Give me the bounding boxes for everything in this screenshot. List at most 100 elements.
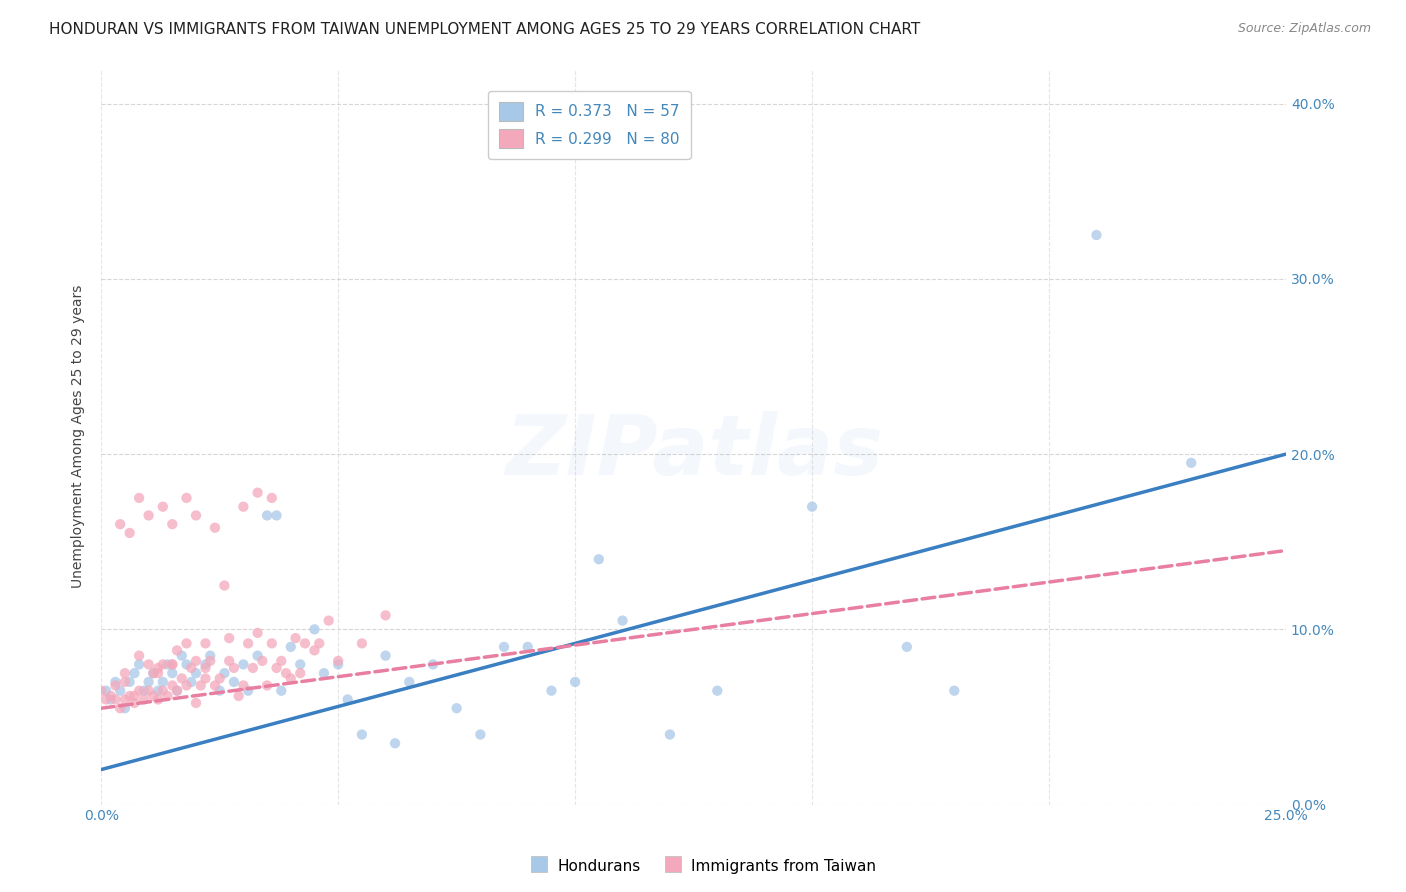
Point [284, 631, 307, 645]
Text: ZIPatlas: ZIPatlas [505, 411, 883, 491]
Point [256, 678, 278, 692]
Point [194, 661, 217, 675]
Point [170, 672, 193, 686]
Point [184, 696, 207, 710]
Point [118, 675, 141, 690]
Point [260, 491, 283, 505]
Point [104, 678, 127, 692]
Point [138, 683, 160, 698]
Point [118, 525, 141, 540]
Point [114, 675, 136, 690]
Point [242, 661, 264, 675]
Point [208, 683, 231, 698]
Point [564, 675, 586, 690]
Text: Source: ZipAtlas.com: Source: ZipAtlas.com [1237, 22, 1371, 36]
Point [194, 636, 217, 650]
Point [146, 683, 169, 698]
Text: HONDURAN VS IMMIGRANTS FROM TAIWAN UNEMPLOYMENT AMONG AGES 25 TO 29 YEARS CORREL: HONDURAN VS IMMIGRANTS FROM TAIWAN UNEMP… [49, 22, 921, 37]
Point [236, 683, 259, 698]
Point [204, 678, 226, 692]
Point [222, 661, 245, 675]
Point [200, 648, 222, 663]
Point [146, 692, 169, 706]
Point [228, 689, 250, 703]
Point [492, 640, 515, 654]
Point [280, 640, 302, 654]
Point [108, 517, 131, 532]
Point [166, 683, 188, 698]
Point [706, 683, 728, 698]
Point [290, 657, 312, 672]
Point [114, 701, 136, 715]
Point [138, 508, 160, 523]
Point [184, 666, 207, 681]
Point [176, 491, 198, 505]
Point [124, 666, 146, 681]
Point [162, 657, 184, 672]
Point [104, 675, 127, 690]
Point [128, 491, 150, 505]
Point [176, 657, 198, 672]
Point [280, 672, 302, 686]
Point [118, 689, 141, 703]
Point [252, 654, 274, 668]
Point [328, 657, 350, 672]
Point [156, 657, 179, 672]
Point [146, 666, 169, 681]
Legend: R = 0.373   N = 57, R = 0.299   N = 80: R = 0.373 N = 57, R = 0.299 N = 80 [488, 91, 690, 159]
Point [184, 654, 207, 668]
Point [170, 648, 193, 663]
Point [166, 683, 188, 698]
Point [336, 692, 359, 706]
Point [801, 500, 824, 514]
Point [152, 500, 174, 514]
Point [318, 614, 340, 628]
Point [398, 675, 420, 690]
Point [374, 608, 396, 623]
Point [270, 654, 292, 668]
Point [374, 648, 396, 663]
Point [162, 678, 184, 692]
Point [943, 683, 966, 698]
Point [308, 636, 330, 650]
Point [260, 636, 283, 650]
Point [142, 689, 165, 703]
Legend: Hondurans, Immigrants from Taiwan: Hondurans, Immigrants from Taiwan [524, 852, 882, 880]
Point [588, 552, 610, 566]
Point [114, 692, 136, 706]
Point [232, 500, 254, 514]
Point [128, 657, 150, 672]
Point [108, 683, 131, 698]
Point [294, 636, 316, 650]
Point [446, 701, 468, 715]
Point [124, 696, 146, 710]
Point [132, 692, 155, 706]
Point [612, 614, 634, 628]
Point [256, 508, 278, 523]
Point [246, 485, 269, 500]
Point [100, 689, 122, 703]
Point [94, 692, 117, 706]
Point [1085, 227, 1108, 242]
Point [222, 675, 245, 690]
Point [184, 508, 207, 523]
Point [162, 517, 184, 532]
Point [236, 636, 259, 650]
Y-axis label: Unemployment Among Ages 25 to 29 years: Unemployment Among Ages 25 to 29 years [72, 285, 86, 588]
Point [176, 636, 198, 650]
Point [208, 672, 231, 686]
Point [108, 701, 131, 715]
Point [312, 666, 335, 681]
Point [304, 643, 326, 657]
Point [204, 521, 226, 535]
Point [194, 672, 217, 686]
Point [470, 727, 492, 741]
Point [232, 657, 254, 672]
Point [200, 654, 222, 668]
Point [166, 643, 188, 657]
Point [304, 623, 326, 637]
Point [328, 654, 350, 668]
Point [246, 648, 269, 663]
Point [128, 648, 150, 663]
Point [214, 578, 236, 592]
